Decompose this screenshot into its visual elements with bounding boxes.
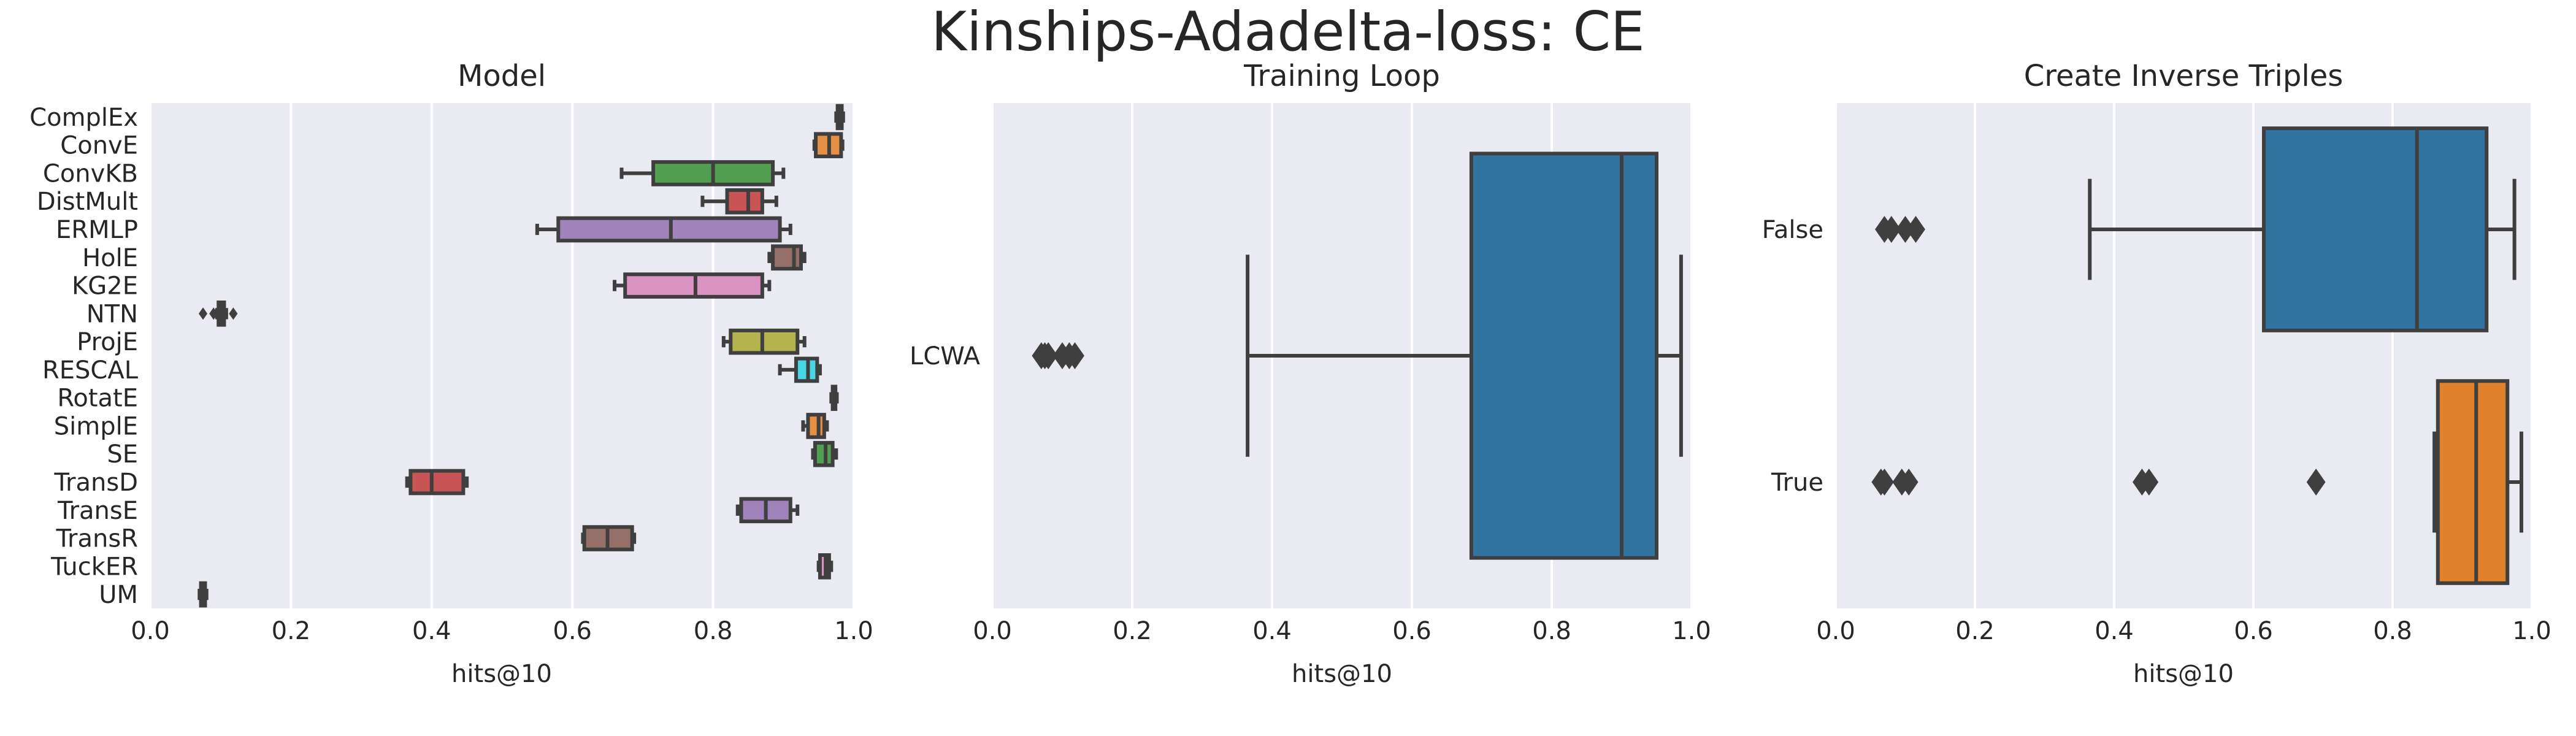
x-tick-label: 0.4: [412, 617, 451, 645]
box-um: [197, 581, 209, 608]
y-tick-label: ComplEx: [29, 104, 138, 132]
x-tick-label: 1.0: [1672, 617, 1711, 645]
box-tucker: [816, 553, 834, 580]
outlier-point: [2139, 469, 2159, 496]
x-tick-label: 0.4: [1252, 617, 1292, 645]
x-tick-label: 0.6: [553, 617, 592, 645]
y-tick-label: RotatE: [57, 385, 138, 413]
box-rescal: [778, 356, 822, 383]
x-tick-label: 0.6: [1392, 617, 1432, 645]
box-body: [408, 469, 466, 496]
x-tick-label: 0.8: [1532, 617, 1571, 645]
outlier-point: [1882, 216, 1901, 243]
box-se: [811, 440, 838, 467]
plot-area: [149, 103, 855, 608]
x-tick-label: 0.2: [1113, 617, 1152, 645]
y-tick-label: ProjE: [77, 328, 138, 356]
y-tick-label: SE: [107, 440, 138, 469]
x-tick-label: 0.6: [2234, 617, 2273, 645]
x-tick-label: 0.8: [2373, 617, 2412, 645]
x-tick-label: 0.4: [2095, 617, 2134, 645]
y-tick-label: ConvKB: [43, 159, 138, 188]
box-conve: [812, 132, 845, 158]
x-axis-label: hits@10: [2133, 660, 2234, 688]
box-transe: [735, 497, 800, 524]
y-tick-label: ERMLP: [56, 216, 138, 244]
outlier-point: [1065, 342, 1084, 369]
outlier-point: [1896, 216, 1915, 243]
y-tick-label: TransR: [56, 525, 139, 553]
y-tick-label: KG2E: [72, 272, 138, 301]
box-body: [2262, 126, 2489, 332]
box-ermlp: [535, 216, 792, 243]
y-tick-label: LCWA: [910, 342, 981, 370]
x-tick-label: 0.2: [272, 617, 311, 645]
outlier-point: [198, 307, 208, 320]
box-complex: [834, 104, 845, 131]
outlier-point: [1906, 216, 1925, 243]
x-tick-label: 1.0: [2512, 617, 2551, 645]
x-tick-label: 0.0: [131, 617, 170, 645]
box-body: [1469, 151, 1658, 560]
y-tick-label: TransD: [53, 469, 138, 497]
box-transd: [405, 469, 469, 496]
x-tick-label: 0.8: [694, 617, 733, 645]
box-body: [2436, 379, 2510, 585]
y-tick-label: True: [1771, 469, 1823, 497]
box-simple: [801, 413, 829, 439]
outlier-point: [2306, 469, 2326, 496]
y-tick-label: TransE: [57, 497, 138, 525]
panel-training-loop: Training Loop hits@10 0.0 0.2 0.4 0.6 0.8 1.0…: [910, 59, 1711, 688]
y-tick-label: TuckER: [50, 553, 138, 581]
box-body: [725, 188, 764, 215]
x-axis-label: hits@10: [1292, 660, 1392, 688]
panel-title: Training Loop: [1243, 59, 1440, 93]
x-tick-label: 1.0: [834, 617, 873, 645]
box-kg2e: [613, 272, 772, 299]
box-convkb: [619, 160, 786, 186]
panel-create-inverse-triples: Create Inverse Triples hits@10 0.0 0.2 0.4…: [1762, 59, 2551, 688]
y-tick-label: RESCAL: [42, 356, 139, 385]
figure-title: Kinships-Adadelta-loss: CE: [931, 0, 1644, 63]
box-body: [771, 244, 803, 271]
outlier-point: [1875, 469, 1894, 496]
x-axis-label: hits@10: [451, 660, 552, 688]
y-tick-label: NTN: [86, 300, 138, 328]
y-tick-label: SimplE: [54, 412, 138, 440]
panel-title: Model: [458, 59, 546, 93]
outlier-point: [229, 307, 238, 320]
panel-model: Model hits@10 0.0 0.2 0.4 0.6 0.8 1.0ComplExC…: [29, 59, 873, 688]
x-tick-label: 0.0: [973, 617, 1012, 645]
y-tick-label: UM: [99, 581, 138, 609]
x-tick-label: 0.0: [1816, 617, 1855, 645]
y-tick-label: ConvE: [60, 132, 138, 160]
outlier-point: [1038, 342, 1058, 369]
y-tick-label: False: [1762, 216, 1823, 244]
box-body: [806, 413, 826, 439]
outlier-point: [1899, 469, 1919, 496]
box-distmult: [700, 188, 778, 215]
panel-title: Create Inverse Triples: [2024, 59, 2343, 93]
box-true: [1871, 379, 2523, 585]
box-transr: [581, 525, 637, 551]
box-rotate: [829, 385, 839, 411]
box-false: [1875, 126, 2517, 332]
box-hole: [767, 244, 807, 271]
box-ntn: [198, 301, 238, 327]
y-tick-label: DistMult: [37, 188, 138, 216]
box-lcwa: [1032, 151, 1683, 560]
plot-background: [150, 103, 854, 608]
y-tick-label: HolE: [82, 244, 138, 272]
outlier-point: [209, 307, 218, 320]
x-tick-label: 0.2: [1955, 617, 1995, 645]
box-proje: [721, 328, 807, 355]
